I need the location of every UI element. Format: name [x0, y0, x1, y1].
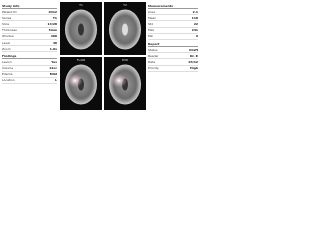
row-value: 1.0x — [49, 46, 57, 51]
row-label: Std — [148, 21, 153, 26]
row-label: Lesion — [2, 59, 12, 64]
row: Zoom 1.0x — [2, 46, 57, 53]
row-label: Priority — [148, 66, 159, 71]
image-grid: T1 T2 FLAIR DWI — [60, 2, 146, 110]
left-panel: Study Info Patient ID 0412 Series T1 Slice 14… — [2, 2, 57, 85]
row: Edema Mild — [2, 72, 57, 78]
row: Priority High — [148, 66, 198, 72]
row: Location L — [2, 78, 57, 85]
row-value: 03/12 — [188, 59, 198, 64]
rows: Status Draft Reader Dr. K Date 03/12 Priority H… — [148, 47, 198, 72]
row-value: 400 — [50, 34, 57, 39]
rows: Lesion Yes Volume 12cc Edema Mild Location L — [2, 59, 57, 85]
app: Study Info Patient ID 0412 Series T1 Slice 14… — [0, 0, 200, 112]
row-value: 14/28 — [47, 21, 57, 26]
row-value: T1 — [52, 15, 57, 20]
row: Slice 14/28 — [2, 21, 57, 28]
lesion — [111, 73, 127, 88]
row-value: 22 — [193, 21, 198, 26]
row-label: Thickness — [2, 28, 17, 33]
row-label: Edema — [2, 72, 13, 77]
ventricle — [122, 23, 128, 36]
row: Max 241 — [148, 28, 198, 34]
rows: Area 2.1 Mean 118 Std 22 Max 241 Min 9 — [148, 9, 198, 40]
ventricle — [78, 23, 84, 36]
row: Status Draft — [148, 47, 198, 54]
row-label: Date — [148, 59, 156, 64]
row-value: 9 — [195, 34, 198, 39]
lesion — [67, 73, 83, 88]
row-value: High — [190, 66, 198, 71]
row: Std 22 — [148, 21, 198, 28]
row: Date 03/12 — [148, 59, 198, 66]
panel-title: Measurements — [148, 4, 198, 9]
row-value: 118 — [191, 15, 198, 20]
section-title: Findings — [2, 54, 57, 60]
row-label: Zoom — [2, 46, 11, 51]
row-label: Mean — [148, 15, 157, 20]
row-label: Series — [2, 15, 12, 20]
view-label: T2 — [122, 3, 127, 7]
row-value: 0412 — [48, 9, 57, 14]
row: Volume 12cc — [2, 66, 57, 72]
row-label: Slice — [2, 21, 10, 26]
row: Min 9 — [148, 34, 198, 40]
row-label: Window — [2, 34, 14, 39]
section-title: Report — [148, 42, 198, 47]
row-value: 2.1 — [192, 9, 198, 14]
row-label: Area — [148, 9, 155, 14]
view-label: FLAIR — [77, 58, 86, 62]
row-value: 40 — [52, 40, 57, 45]
row-label: Patient ID — [2, 9, 17, 14]
row-label: Volume — [2, 66, 14, 71]
row: Series T1 — [2, 15, 57, 22]
row-value: Yes — [51, 59, 57, 64]
row-label: Level — [2, 40, 10, 45]
rows: Patient ID 0412 Series T1 Slice 14/28 Thicknes… — [2, 9, 57, 53]
right-panel: Measurements Area 2.1 Mean 118 Std 22 Max 241 Mi… — [148, 2, 198, 72]
row-value: Mild — [49, 72, 57, 77]
row-label: Reader — [148, 53, 159, 58]
row-label: Max — [148, 28, 155, 33]
row: Reader Dr. K — [148, 53, 198, 60]
row-value: 241 — [191, 28, 198, 33]
row-label: Status — [148, 47, 158, 52]
row: Mean 118 — [148, 15, 198, 22]
row: Level 40 — [2, 40, 57, 47]
row-label: Min — [148, 34, 154, 39]
view-label: DWI — [122, 58, 128, 62]
row-value: Dr. K — [189, 53, 198, 58]
row-value: 12cc — [49, 66, 57, 71]
row-value: 5mm — [48, 28, 57, 33]
row: Window 400 — [2, 34, 57, 40]
row: Area 2.1 — [148, 9, 198, 16]
row: Thickness 5mm — [2, 28, 57, 34]
view-label: T1 — [78, 3, 83, 7]
row-value: Draft — [189, 47, 198, 52]
row: Patient ID 0412 — [2, 9, 57, 16]
row-label: Location — [2, 78, 15, 83]
row: Lesion Yes — [2, 59, 57, 66]
row-value: L — [55, 78, 57, 83]
panel-title: Study Info — [2, 4, 57, 9]
